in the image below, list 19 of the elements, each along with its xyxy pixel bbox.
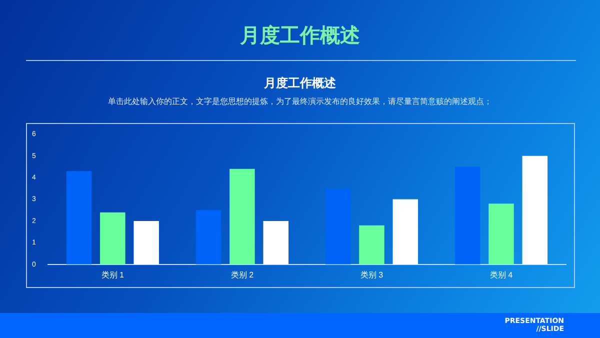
- x-tick-label: 类别 1: [101, 270, 125, 280]
- chart-subtitle: 单击此处输入你的正文，文字是您思想的提炼，为了最终演示发布的良好效果，请尽量言简意赅的阐述观点；: [107, 96, 493, 107]
- bar: [522, 156, 548, 264]
- x-tick-label: 类别 3: [360, 270, 384, 280]
- bar: [454, 166, 480, 264]
- bar: [230, 168, 255, 264]
- bar: [134, 221, 159, 264]
- x-tick-label: 类别 4: [490, 270, 514, 280]
- bar: [196, 210, 222, 264]
- x-tick-label: 类别 2: [230, 270, 254, 280]
- bar: [100, 212, 126, 264]
- bar: [325, 188, 351, 264]
- bar: [66, 171, 92, 264]
- bar: [488, 204, 514, 264]
- chart-title: 月度工作概述: [263, 75, 337, 92]
- bar: [392, 199, 418, 264]
- bar: [359, 225, 384, 264]
- text: 月度工作概述: [239, 22, 361, 49]
- bar: [263, 221, 288, 264]
